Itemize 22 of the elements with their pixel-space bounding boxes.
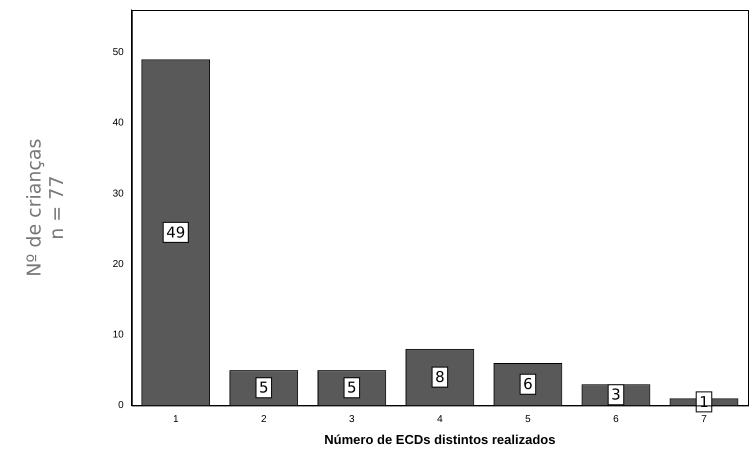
y-tick-label: 50 [112,47,124,58]
x-tick-label: 4 [437,414,444,426]
y-tick-label: 40 [112,118,124,129]
data-label: 3 [611,386,621,404]
y-tick-label: 30 [112,188,124,200]
y-axis-title: Nº de crianças [23,138,46,277]
x-tick-label: 6 [613,414,620,426]
data-label: 6 [523,375,533,394]
data-label: 8 [435,368,445,386]
x-tick-label: 3 [349,414,356,426]
data-label: 5 [259,378,269,397]
x-tick-label: 1 [172,414,179,426]
y-tick-label: 20 [112,258,124,270]
text: n = 77 [46,176,68,240]
y-tick-label: 0 [118,400,124,412]
x-tick-label: 2 [261,414,267,426]
data-label: 49 [166,223,186,242]
y-tick-label: 10 [112,330,124,341]
x-axis-title: Número de ECDs distintos realizados [324,432,556,447]
x-tick-label: 5 [525,414,532,426]
data-label: 5 [347,378,357,397]
x-tick-label: 7 [701,414,708,426]
